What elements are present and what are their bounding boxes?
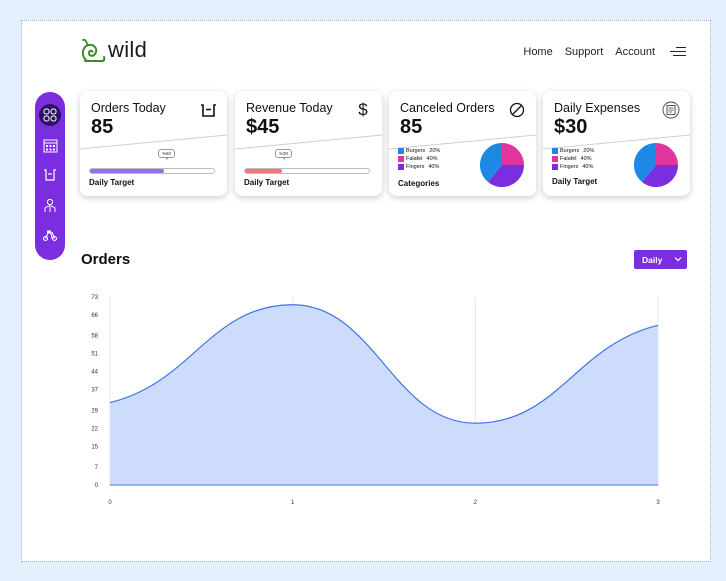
- card-value: 85: [91, 116, 114, 138]
- brand[interactable]: wild: [80, 36, 147, 64]
- basket-icon: [44, 169, 56, 181]
- y-tick-label: 73: [91, 295, 98, 301]
- progress-percent: %60: [158, 149, 176, 160]
- progress-bar: [89, 168, 215, 174]
- x-tick-label: 1: [291, 500, 295, 506]
- y-tick-label: 51: [91, 352, 98, 358]
- cancel-icon: [508, 101, 526, 119]
- orders-today-card: Orders Today 85 %60 Daily Target: [80, 91, 227, 196]
- card-title: Daily Expenses: [554, 101, 641, 115]
- legend-item: Falafel 40%: [398, 156, 440, 162]
- pie-chart: [480, 143, 524, 187]
- card-value: $30: [554, 116, 588, 138]
- orders-area-chart: 0 7 15 22 29 37 44 51 58 66 73 0 1 2 3: [91, 295, 660, 506]
- y-tick-label: 44: [91, 370, 98, 376]
- revenue-today-card: Revenue Today $45 $ %30 Daily Target: [235, 91, 382, 196]
- sidebar-item-dashboard[interactable]: [39, 104, 61, 126]
- progress-fill: [245, 169, 283, 173]
- sidebar-item-delivery[interactable]: [39, 224, 61, 246]
- sidebar-item-calendar[interactable]: [39, 134, 61, 156]
- chevron-down-icon: [674, 257, 682, 262]
- legend-item: Burgers 20%: [552, 148, 594, 154]
- pie-chart: [634, 143, 678, 187]
- y-tick-label: 37: [91, 388, 98, 394]
- top-nav: Home Support Account: [523, 45, 686, 59]
- categories-label: Categories: [398, 179, 440, 188]
- legend: Burgers 20% Falafel 40% Fingers 40%: [398, 148, 440, 170]
- snail-icon: [81, 38, 106, 62]
- sidebar-item-staff[interactable]: [39, 194, 61, 216]
- y-tick-label: 0: [95, 483, 99, 489]
- card-value: $45: [246, 116, 280, 138]
- legend-item: Burgers 20%: [398, 148, 440, 154]
- y-tick-label: 15: [91, 444, 98, 450]
- calendar-icon: [43, 139, 57, 152]
- sidebar: [35, 92, 65, 260]
- brand-name: wild: [108, 37, 148, 62]
- y-tick-label: 7: [95, 465, 99, 471]
- delivery-scooter-icon: [42, 230, 58, 241]
- basket-icon: [199, 101, 217, 119]
- series-line: [109, 304, 659, 424]
- sidebar-item-orders[interactable]: [39, 164, 61, 186]
- card-value: 85: [400, 116, 423, 138]
- canceled-orders-card: Canceled Orders 85 Burgers 20% Falafel 40%…: [389, 91, 536, 196]
- orders-section-title: Orders: [81, 251, 131, 268]
- y-tick-label: 22: [91, 426, 98, 432]
- daily-target-label: Daily Target: [244, 178, 290, 187]
- dollar-icon: $: [358, 100, 368, 119]
- grid-icon: [43, 108, 57, 122]
- progress-bar: [244, 168, 370, 174]
- card-title: Canceled Orders: [400, 101, 495, 115]
- legend: Burgers 20% Falafel 40% Fingers 40%: [552, 148, 594, 170]
- x-tick-label: 3: [656, 500, 660, 506]
- nav-account[interactable]: Account: [615, 46, 655, 58]
- y-tick-label: 29: [91, 408, 98, 414]
- pie-slice-falafel: [502, 143, 524, 165]
- x-tick-label: 0: [108, 500, 112, 506]
- daily-target-label: Daily Target: [552, 177, 598, 186]
- card-title: Orders Today: [91, 101, 166, 115]
- series-area: [110, 304, 658, 485]
- menu-icon[interactable]: [670, 45, 686, 59]
- x-tick-label: 2: [474, 500, 478, 506]
- nav-support[interactable]: Support: [564, 46, 604, 58]
- progress-fill: [90, 169, 165, 173]
- y-tick-label: 66: [91, 313, 98, 319]
- period-select-value: Daily: [642, 254, 663, 265]
- period-select[interactable]: Daily: [634, 250, 687, 269]
- nav-home[interactable]: Home: [523, 46, 553, 58]
- progress-percent: %30: [275, 149, 293, 160]
- legend-item: Fingers 40%: [398, 164, 440, 170]
- staff-icon: [44, 198, 56, 212]
- pie-slice-fingers: [488, 165, 524, 187]
- legend-item: Falafel 40%: [552, 156, 594, 162]
- pie-slice-fingers: [642, 165, 678, 187]
- pie-slice-burgers: [480, 143, 502, 182]
- daily-target-label: Daily Target: [89, 178, 135, 187]
- legend-item: Fingers 40%: [552, 164, 594, 170]
- y-tick-label: 58: [91, 334, 98, 340]
- receipt-icon: [662, 101, 680, 119]
- pie-slice-burgers: [634, 143, 656, 182]
- daily-expenses-card: Daily Expenses $30 Burgers 20% Falafel 40%…: [543, 91, 690, 196]
- pie-slice-falafel: [656, 143, 678, 165]
- card-title: Revenue Today: [246, 101, 333, 115]
